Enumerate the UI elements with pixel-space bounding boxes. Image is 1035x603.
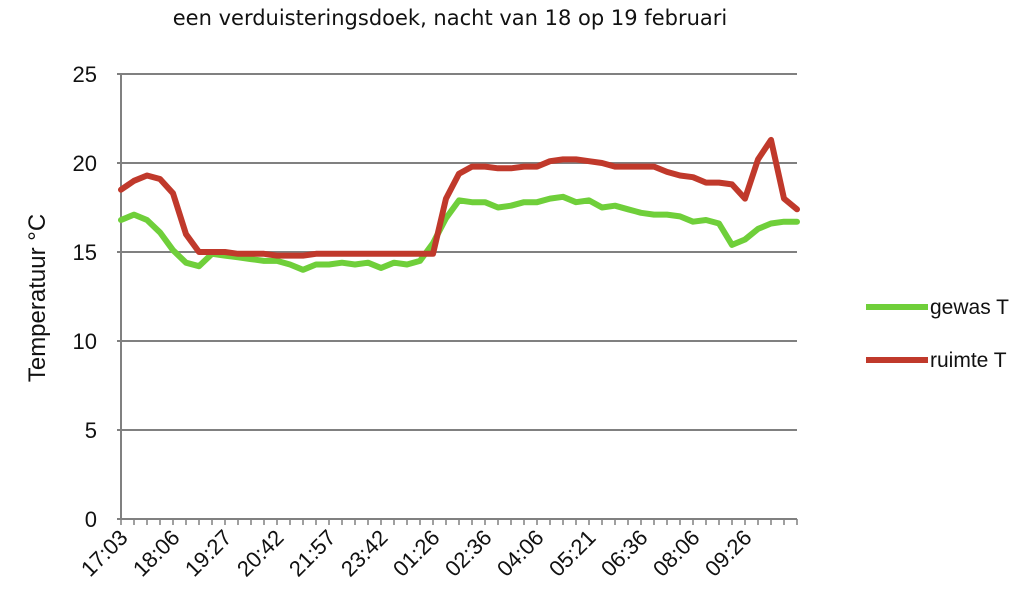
legend-label: ruimte T: [930, 349, 1007, 372]
x-tick-label: 01:26: [388, 525, 445, 582]
y-tick-label: 0: [85, 507, 97, 532]
x-tick-label: 19:27: [180, 525, 237, 582]
y-tick-label: 25: [73, 62, 97, 87]
x-tick-labels: 17:0318:0619:2720:4221:5723:4201:2602:36…: [76, 525, 757, 582]
x-tick-label: 18:06: [128, 525, 185, 582]
y-tick-label: 10: [73, 329, 97, 354]
x-tick-label: 09:26: [700, 525, 757, 582]
series-line-ruimte-t: [118, 136, 800, 259]
y-tick-labels: 0 5 10 15 20 25: [73, 62, 97, 532]
y-tick-label: 5: [85, 418, 97, 443]
legend: gewas T ruimte T: [866, 296, 1009, 372]
x-tick-label: 04:06: [492, 525, 549, 582]
y-tick-label: 15: [73, 240, 97, 265]
legend-label: gewas T: [930, 296, 1009, 319]
x-tick-label: 05:21: [544, 525, 601, 582]
y-axis-title: Temperatuur °C: [24, 214, 51, 382]
series-lines: [118, 136, 800, 273]
x-tick-label: 21:57: [284, 525, 341, 582]
x-tick-label: 17:03: [76, 525, 133, 582]
x-tick-label: 23:42: [336, 525, 393, 582]
chart-title: een verduisteringsdoek, nacht van 18 op …: [172, 6, 728, 30]
x-tick-label: 20:42: [232, 525, 289, 582]
series-line-gewas-t: [118, 193, 800, 273]
x-tick-label: 08:06: [648, 525, 705, 582]
x-tick-label: 06:36: [596, 525, 653, 582]
gridlines: [117, 73, 798, 525]
y-tick-label: 20: [73, 151, 97, 176]
x-tick-label: 02:36: [440, 525, 497, 582]
